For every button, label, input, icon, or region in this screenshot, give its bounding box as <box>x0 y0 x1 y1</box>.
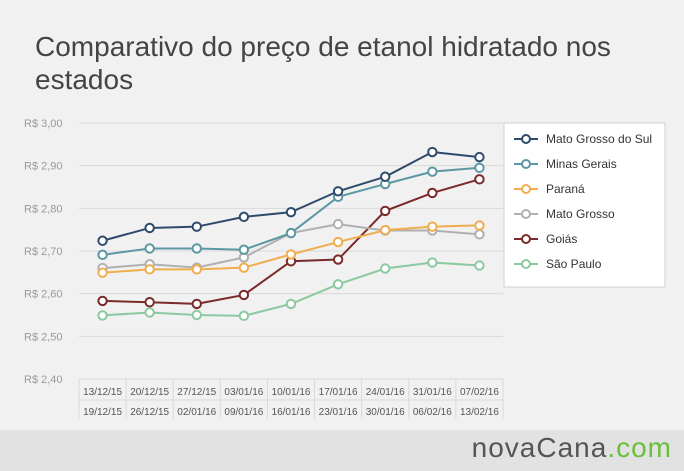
data-point <box>332 186 344 197</box>
data-point <box>97 249 108 261</box>
legend-swatch-marker <box>521 134 531 144</box>
y-tick-label: R$ 2,90 <box>24 161 63 173</box>
x-tick-label-start: 17/01/16 <box>319 387 358 398</box>
data-point <box>474 151 485 163</box>
x-tick-label-start: 20/12/15 <box>130 387 169 398</box>
data-point <box>427 187 438 199</box>
x-tick-label-start: 31/01/16 <box>413 387 452 398</box>
legend-swatch-marker <box>521 234 531 244</box>
y-tick-label: R$ 2,50 <box>24 331 63 343</box>
data-point <box>474 220 485 231</box>
data-point <box>144 297 155 308</box>
data-point <box>332 279 344 290</box>
data-point <box>191 264 202 275</box>
x-tick-label-end: 09/01/16 <box>224 407 263 418</box>
data-point <box>474 260 485 271</box>
data-point <box>191 298 202 310</box>
x-tick-label-start: 24/01/16 <box>366 387 405 398</box>
y-tick-label: R$ 2,80 <box>24 203 63 215</box>
data-point <box>332 236 344 248</box>
data-point <box>285 206 297 218</box>
data-point <box>238 211 250 223</box>
legend-swatch-marker <box>521 159 531 169</box>
data-point <box>427 257 438 268</box>
data-point <box>427 166 438 177</box>
y-tick-label: R$ 2,60 <box>24 289 63 301</box>
data-point <box>380 224 391 236</box>
y-tick-label: R$ 2,70 <box>24 246 63 258</box>
x-tick-label-start: 27/12/15 <box>177 387 216 398</box>
data-point <box>380 205 391 217</box>
data-point <box>191 221 202 232</box>
data-point <box>97 310 108 321</box>
x-tick-label-end: 30/01/16 <box>366 407 405 418</box>
chart-panel: Comparativo do preço de etanol hidratado… <box>24 31 666 419</box>
legend-label: Goiás <box>546 232 577 246</box>
legend-swatch-marker <box>521 184 531 194</box>
legend-box <box>503 122 666 288</box>
data-point <box>332 218 344 230</box>
data-point <box>191 309 202 321</box>
data-point <box>238 244 250 255</box>
data-point <box>427 146 438 158</box>
legend-label: Mato Grosso <box>546 207 615 221</box>
legend-label: Mato Grosso do Sul <box>546 132 652 146</box>
data-point <box>332 254 344 265</box>
data-point <box>144 307 155 318</box>
line-chart: R$ 2,40 R$ 2,50 R$ 2,60 R$ 2,70 R$ 2,80 R$ 2,… <box>24 118 666 419</box>
data-point <box>238 289 250 301</box>
legend-label: Minas Gerais <box>546 157 617 171</box>
x-tick-label-end: 16/01/16 <box>272 407 311 418</box>
brand-name: novaCana <box>471 432 608 463</box>
y-tick-label: R$ 3,00 <box>24 118 63 130</box>
legend-swatch-marker <box>521 259 531 269</box>
x-tick-label-end: 06/02/16 <box>413 407 452 418</box>
footer-bar: novaCana.com <box>0 430 684 471</box>
x-tick-label-start: 10/01/16 <box>272 387 311 398</box>
data-point <box>474 162 485 174</box>
x-tick-label-end: 19/12/15 <box>83 407 122 418</box>
x-tick-label-end: 13/02/16 <box>460 407 499 418</box>
x-tick-label-start: 07/02/16 <box>460 387 499 398</box>
x-tick-label-end: 02/01/16 <box>177 407 216 418</box>
brand-logo[interactable]: novaCana.com <box>472 432 672 464</box>
data-point <box>285 298 297 310</box>
data-point <box>285 227 297 239</box>
data-point <box>144 264 155 275</box>
data-point <box>427 221 438 232</box>
data-point <box>380 171 391 182</box>
data-point <box>97 267 108 278</box>
x-tick-label-end: 23/01/16 <box>319 407 358 418</box>
x-tick-label-start: 03/01/16 <box>224 387 263 398</box>
data-point <box>144 243 155 254</box>
legend-label: Paraná <box>546 182 585 196</box>
legend-label: São Paulo <box>546 257 602 271</box>
chart-title: Comparativo do preço de etanol hidratado… <box>35 31 611 95</box>
data-point <box>238 310 250 322</box>
data-point <box>144 222 155 234</box>
data-point <box>474 229 485 240</box>
x-tick-label-end: 26/12/15 <box>130 407 169 418</box>
data-point <box>97 295 108 307</box>
data-point <box>97 235 108 246</box>
data-point <box>191 243 202 254</box>
x-tick-label-start: 13/12/15 <box>83 387 122 398</box>
data-point <box>238 262 250 273</box>
data-point <box>285 249 297 260</box>
data-point <box>380 263 391 274</box>
brand-tld: .com <box>607 432 672 463</box>
legend-swatch-marker <box>521 209 531 219</box>
data-point <box>474 174 485 185</box>
y-tick-label: R$ 2,40 <box>24 374 63 386</box>
series-line <box>102 178 480 305</box>
